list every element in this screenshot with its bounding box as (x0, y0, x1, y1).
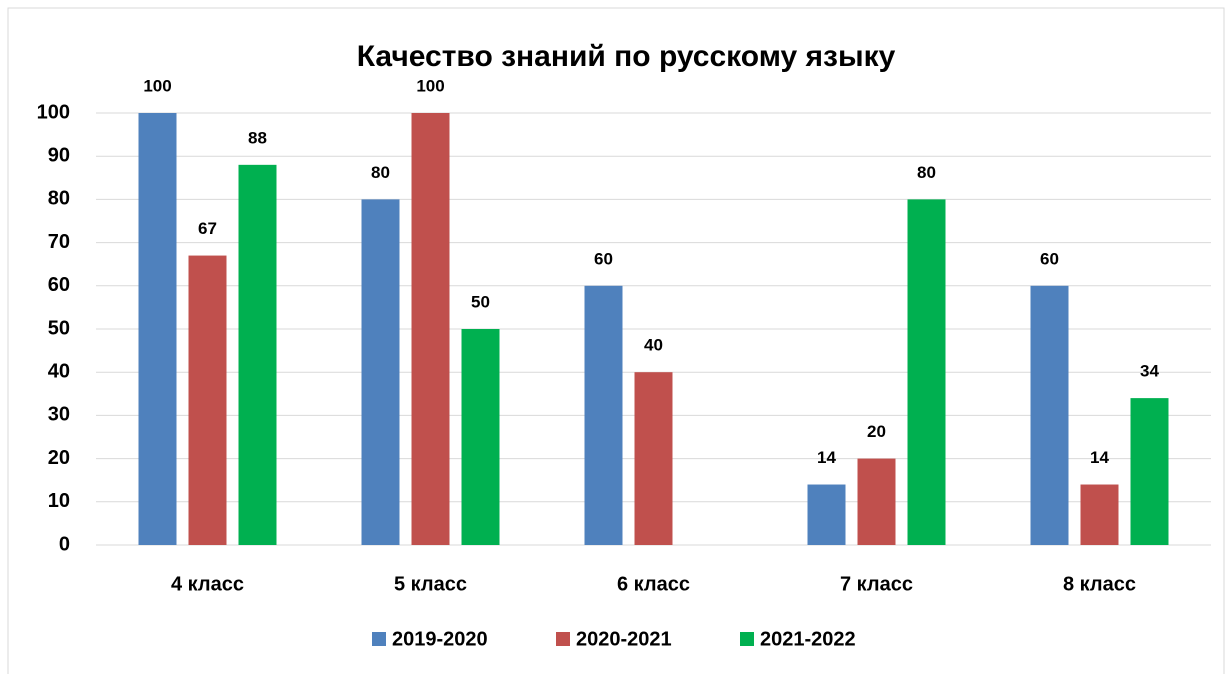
value-label: 34 (1140, 362, 1159, 381)
value-label: 100 (143, 76, 171, 95)
value-label: 80 (371, 163, 390, 182)
bar (238, 164, 277, 545)
value-label: 50 (471, 292, 490, 311)
bar (857, 458, 896, 545)
chart-title: Качество знаний по русскому языку (357, 40, 896, 73)
value-label: 14 (1090, 448, 1109, 467)
value-label: 80 (917, 163, 936, 182)
value-label: 88 (248, 128, 267, 147)
y-tick-label: 0 (59, 533, 70, 555)
legend-swatch (556, 632, 570, 646)
x-tick-label: 6 класс (617, 573, 690, 595)
bar (411, 113, 450, 545)
bar (138, 113, 177, 545)
x-tick-label: 4 класс (171, 573, 244, 595)
y-tick-label: 30 (48, 404, 70, 426)
y-tick-label: 60 (48, 274, 70, 296)
y-tick-label: 40 (48, 360, 70, 382)
x-tick-label: 8 класс (1063, 573, 1136, 595)
legend-label: 2020-2021 (576, 628, 672, 650)
y-tick-label: 20 (48, 447, 70, 469)
value-label: 14 (817, 448, 836, 467)
y-tick-label: 90 (48, 144, 70, 166)
bar (1030, 285, 1069, 545)
legend-label: 2019-2020 (392, 628, 488, 650)
bar (1130, 398, 1169, 545)
x-tick-label: 5 класс (394, 573, 467, 595)
bar (907, 199, 946, 545)
bar (634, 372, 673, 545)
value-label: 40 (644, 336, 663, 355)
bar (188, 255, 227, 545)
bar (807, 484, 846, 545)
value-label: 60 (594, 249, 613, 268)
bar (1080, 484, 1119, 545)
y-tick-label: 50 (48, 317, 70, 339)
bar (461, 329, 500, 545)
value-label: 100 (416, 76, 444, 95)
y-tick-label: 70 (48, 231, 70, 253)
y-tick-label: 100 (37, 101, 70, 123)
value-label: 67 (198, 219, 217, 238)
legend-label: 2021-2022 (760, 628, 856, 650)
legend-swatch (740, 632, 754, 646)
bar (584, 285, 623, 545)
legend-swatch (372, 632, 386, 646)
x-tick-label: 7 класс (840, 573, 913, 595)
y-tick-label: 80 (48, 188, 70, 210)
bar (361, 199, 400, 545)
value-label: 20 (867, 422, 886, 441)
y-tick-label: 10 (48, 490, 70, 512)
value-label: 60 (1040, 249, 1059, 268)
